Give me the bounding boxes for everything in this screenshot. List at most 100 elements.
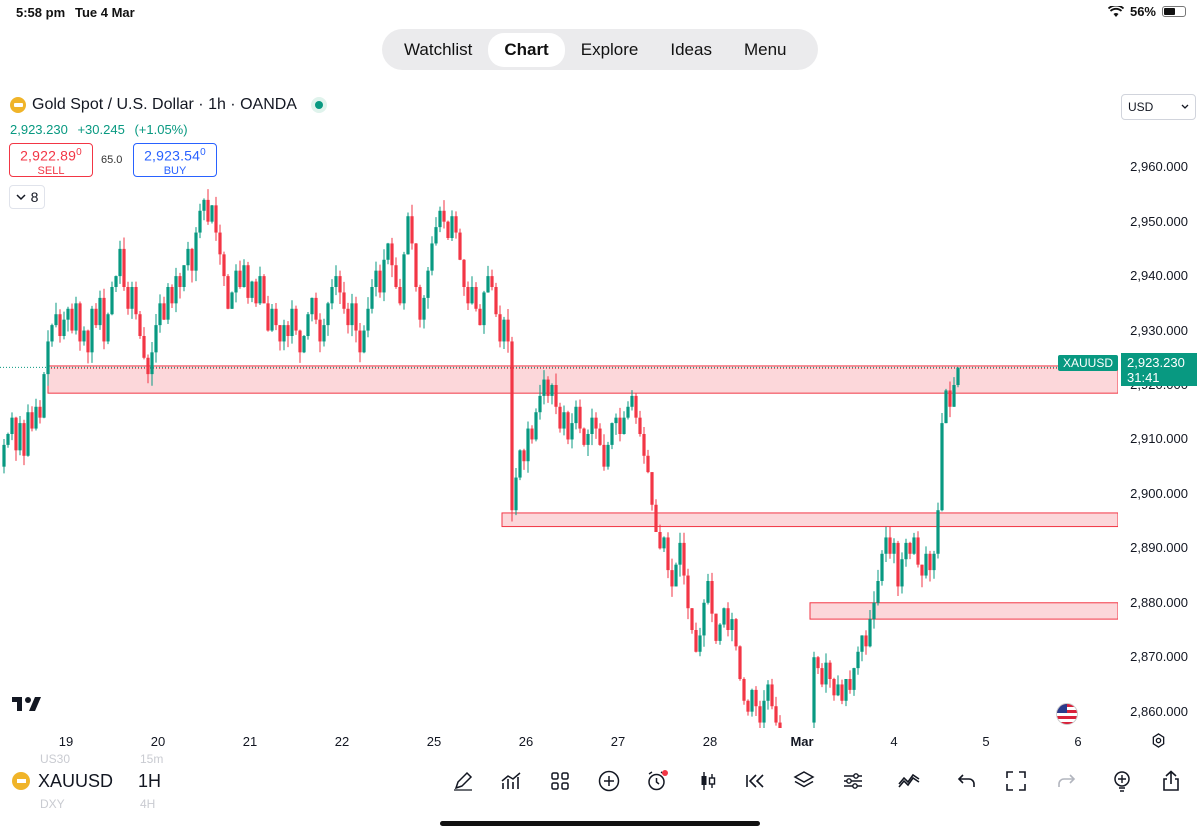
candle-body [698, 635, 702, 652]
candle-body [294, 308, 298, 331]
settings-sliders-icon[interactable] [841, 769, 865, 793]
nav-tab-ideas[interactable]: Ideas [670, 39, 712, 59]
candle-body [856, 651, 860, 669]
ghost-symbol: US30 [40, 752, 71, 766]
undo-icon[interactable] [955, 769, 979, 793]
candle-body [486, 276, 490, 293]
status-right: 56% [1107, 4, 1186, 19]
candle-body [182, 265, 186, 287]
candle-body [562, 412, 566, 429]
candle-body [686, 575, 690, 609]
candle-body [238, 270, 242, 287]
ghost-symbol: DXY [40, 797, 65, 811]
layouts-grid-icon[interactable] [548, 769, 572, 793]
candle-body [852, 668, 856, 690]
candle-body [550, 385, 554, 396]
nav-tab-explore[interactable]: Explore [580, 39, 639, 59]
drawing-pencil-icon[interactable] [451, 769, 475, 793]
candle-body [334, 276, 338, 287]
candle-body [146, 357, 150, 375]
ideas-lightbulb-icon[interactable] [1110, 769, 1134, 793]
candle-body [126, 287, 130, 309]
candle-body [202, 199, 206, 211]
candle-body [346, 308, 350, 326]
candle-body [904, 542, 908, 560]
status-bar: 5:58 pm Tue 4 Mar 56% [0, 0, 1200, 26]
currency-select[interactable]: USD [1121, 94, 1196, 120]
candle-body [370, 287, 374, 309]
add-plus-icon[interactable] [597, 769, 621, 793]
us-flag-icon[interactable] [1056, 703, 1078, 725]
ghost-interval: 15m [140, 752, 164, 766]
layers-icon[interactable] [792, 769, 816, 793]
candle-body [454, 216, 458, 233]
price-chart[interactable] [0, 140, 1118, 728]
candle-body [730, 619, 734, 630]
battery-percent: 56% [1129, 4, 1156, 19]
indicators-toggle-button[interactable]: 8 [9, 185, 45, 209]
candle-body [394, 265, 398, 287]
candle-body [590, 417, 594, 434]
candle-body [738, 646, 742, 679]
candle-body [924, 553, 928, 576]
price-change: +30.245 [77, 122, 125, 137]
candle-body [754, 689, 758, 707]
candle-body [892, 542, 896, 554]
candle-body [916, 537, 920, 565]
candle-body [186, 248, 190, 266]
replay-icon[interactable] [743, 769, 767, 793]
candle-body [598, 428, 602, 445]
nav-tab-menu[interactable]: Menu [743, 39, 787, 59]
x-tick-label: 21 [242, 734, 258, 749]
candle-body [14, 417, 18, 451]
x-tick-label: Mar [790, 734, 814, 749]
y-tick-label: 2,890.000 [1130, 540, 1188, 556]
candle-body [318, 319, 322, 342]
redo-icon[interactable] [1054, 769, 1078, 793]
candle-body [490, 276, 494, 287]
candle-body [912, 537, 916, 554]
fullscreen-icon[interactable] [1004, 769, 1028, 793]
candle-body [658, 532, 662, 549]
candle-body [110, 287, 114, 315]
buy-button[interactable]: 2,923.540 BUY [133, 143, 217, 177]
candle-body [466, 287, 470, 304]
candle-body [642, 434, 646, 456]
candle-body [434, 227, 438, 244]
indicators-icon[interactable] [499, 769, 523, 793]
symbol-header[interactable]: Gold Spot / U.S. Dollar · 1h · OANDA [10, 96, 327, 114]
alert-clock-icon[interactable] [645, 769, 669, 793]
candle-body [122, 248, 126, 287]
candles-chart-type-icon[interactable] [696, 769, 720, 793]
candle-body [896, 542, 900, 587]
y-tick-label: 2,880.000 [1130, 594, 1188, 610]
candle-body [398, 287, 402, 304]
candle-body [526, 428, 530, 462]
x-tick-label: 26 [518, 734, 534, 749]
status-date: Tue 4 Mar [75, 5, 135, 20]
gold-logo-icon [10, 97, 26, 113]
nav-tab-watchlist[interactable]: Watchlist [404, 39, 473, 59]
nav-tab-chart[interactable]: Chart [488, 32, 565, 67]
candle-body [832, 679, 836, 696]
settings-icon[interactable] [1151, 733, 1166, 748]
candle-body [860, 635, 864, 652]
candle-body [102, 297, 106, 342]
candle-body [522, 450, 526, 462]
x-tick-label: 20 [150, 734, 166, 749]
candle-body [410, 216, 414, 244]
sell-button[interactable]: 2,922.890 SELL [9, 143, 93, 177]
home-indicator[interactable] [440, 821, 760, 826]
compare-lines-icon[interactable] [897, 769, 921, 793]
share-icon[interactable] [1159, 769, 1183, 793]
symbol-search-button[interactable]: XAUUSD [38, 771, 114, 791]
interval-button[interactable]: 1H [138, 771, 162, 791]
candle-body [940, 423, 944, 511]
candle-body [66, 308, 70, 320]
candle-body [18, 423, 22, 451]
candle-body [638, 417, 642, 434]
candle-body [58, 314, 62, 336]
candle-body [430, 243, 434, 271]
candle-body [198, 210, 202, 233]
candle-body [34, 406, 38, 429]
